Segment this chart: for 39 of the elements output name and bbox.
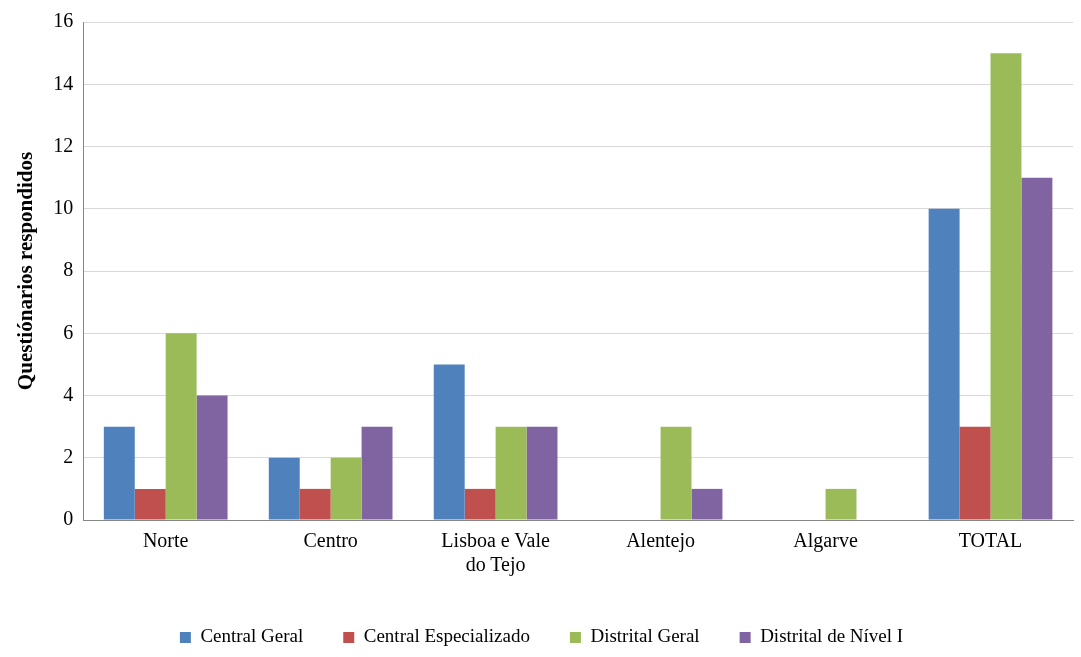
bar [165,333,197,520]
y-tick-label: 8 [63,258,74,281]
bar [660,426,692,520]
y-tick-label: 4 [63,382,74,405]
legend-label: Distrital Geral [590,625,700,647]
y-tick-label: 0 [63,507,74,530]
x-tick-label: Lisboa e Vale do Tejo [441,529,550,577]
bar [990,53,1022,520]
x-tick-label: Algarve [793,529,858,553]
bar [1021,177,1053,520]
y-tick-label: 6 [63,320,74,343]
bar [825,488,857,520]
legend-label: Central Geral [200,625,304,647]
bar [268,457,300,520]
y-tick-label: 12 [53,133,74,156]
x-tick-label: Centro [303,529,358,552]
bar [361,426,393,520]
bar [495,426,527,520]
x-tick-label: Norte [142,529,189,552]
bar [464,488,496,520]
y-tick-label: 16 [53,9,74,32]
bar [928,208,960,520]
bar [330,457,362,520]
bar [299,488,331,520]
y-tick-label: 10 [53,196,74,218]
y-axis-title: Questiónarios respondidos [13,151,38,391]
y-tick-label: 14 [53,71,74,94]
bar [526,426,558,520]
x-tick-label: TOTAL [958,529,1023,552]
x-tick-label: Alentejo [626,529,696,553]
bar [959,426,991,520]
bar [433,364,465,520]
y-tick-label: 2 [63,445,74,467]
bar [134,488,166,520]
legend-label: Central Especializado [363,625,530,647]
bar [103,426,135,520]
legend-label: Distrital de Nível I [760,625,904,647]
bar [691,488,723,520]
bar [196,395,228,520]
